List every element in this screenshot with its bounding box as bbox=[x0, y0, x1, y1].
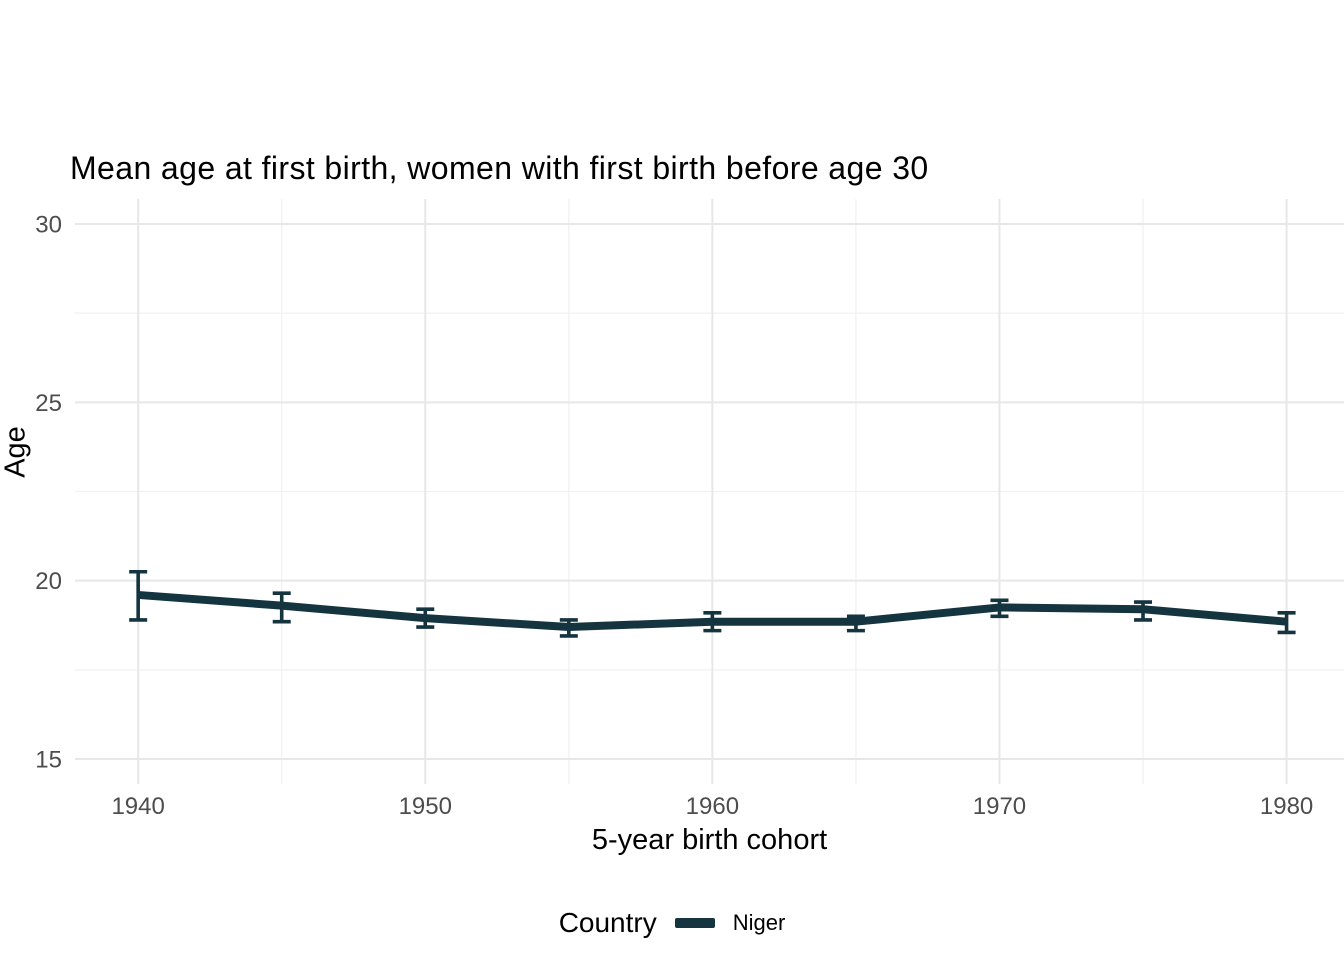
legend-swatch-niger-icon bbox=[674, 918, 715, 928]
x-tick-label: 1970 bbox=[973, 793, 1026, 820]
series-line-niger bbox=[137, 590, 1287, 632]
x-tick-label: 1960 bbox=[686, 793, 739, 820]
x-tick-label: 1980 bbox=[1260, 793, 1313, 820]
x-tick-label: 1940 bbox=[111, 793, 164, 820]
gridlines-minor bbox=[75, 199, 1344, 784]
legend-key-niger: Niger bbox=[674, 910, 786, 936]
error-bar bbox=[1277, 610, 1296, 635]
legend-title: Country bbox=[558, 907, 657, 938]
series-niger bbox=[137, 590, 1287, 632]
legend: Country Niger bbox=[0, 903, 1344, 943]
error-bars bbox=[129, 569, 1296, 638]
y-tick-label: 25 bbox=[35, 390, 62, 417]
y-tick-label: 30 bbox=[35, 211, 62, 238]
chart-title: Mean age at first birth, women with firs… bbox=[70, 150, 929, 186]
y-axis-title: Age bbox=[0, 426, 32, 478]
legend-label-niger: Niger bbox=[732, 910, 786, 935]
y-tick-label: 15 bbox=[35, 747, 62, 774]
x-tick-label: 1950 bbox=[399, 793, 452, 820]
y-tick-label: 20 bbox=[35, 568, 62, 595]
x-tick-labels: 1940 1950 1960 1970 1980 bbox=[111, 793, 1313, 820]
y-tick-labels: 15 20 25 30 bbox=[35, 211, 62, 773]
gridlines-major bbox=[75, 199, 1344, 784]
x-axis-title: 5-year birth cohort bbox=[591, 824, 828, 856]
